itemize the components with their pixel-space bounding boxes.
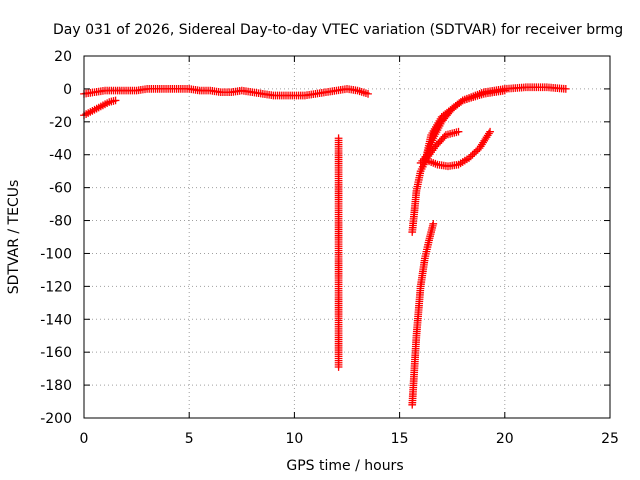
x-tick-label: 20 (496, 431, 514, 447)
y-tick-label: 20 (54, 49, 72, 65)
y-tick-label: -100 (40, 246, 72, 262)
series-baseline-track (80, 85, 372, 100)
plot-frame (83, 55, 611, 419)
y-tick-label: -20 (49, 115, 72, 131)
series-early-descending-track (80, 96, 120, 120)
x-tick-label: 5 (185, 431, 194, 447)
series-late-return-curve (425, 127, 494, 171)
series-late-steep-track (408, 219, 438, 409)
x-tick-label: 0 (80, 431, 89, 447)
series-late-curve-track (416, 86, 509, 167)
series-late-inner-drop (408, 127, 463, 236)
y-tick-label: -40 (49, 148, 72, 164)
y-tick-label: -180 (40, 378, 72, 394)
x-tick-label: 15 (391, 431, 409, 447)
data-point-marker (500, 86, 509, 95)
data-point-marker (334, 363, 343, 371)
y-tick-label: -120 (40, 279, 72, 295)
x-tick-label: 10 (285, 431, 303, 447)
data-point-marker (454, 127, 463, 136)
y-tick-label: -160 (40, 345, 72, 361)
data-point-marker (486, 127, 494, 136)
data-series-layer (80, 83, 570, 409)
data-point-marker (429, 219, 438, 228)
tick-layer (83, 55, 611, 419)
chart-title: Day 031 of 2026, Sidereal Day-to-day VTE… (53, 22, 623, 38)
data-point-marker (111, 96, 120, 105)
data-point-marker (561, 85, 570, 93)
y-tick-label: -80 (49, 214, 72, 230)
data-point-marker (364, 89, 372, 98)
series-isolated-points (334, 134, 343, 371)
y-axis-label: SDTVAR / TECUs (6, 180, 22, 295)
x-axis-label: GPS time / hours (286, 458, 403, 474)
x-tick-labels: 0 5 10 15 20 25 (80, 431, 619, 447)
y-tick-label: -140 (40, 312, 72, 328)
y-tick-labels: 20 0 -20 -40 -60 -80 -100 -120 -140 -160 -180 -200 (40, 49, 72, 427)
y-tick-label: -60 (49, 181, 72, 197)
x-tick-label: 25 (601, 431, 619, 447)
y-tick-label: -200 (40, 411, 72, 427)
y-tick-label: 0 (63, 82, 72, 98)
